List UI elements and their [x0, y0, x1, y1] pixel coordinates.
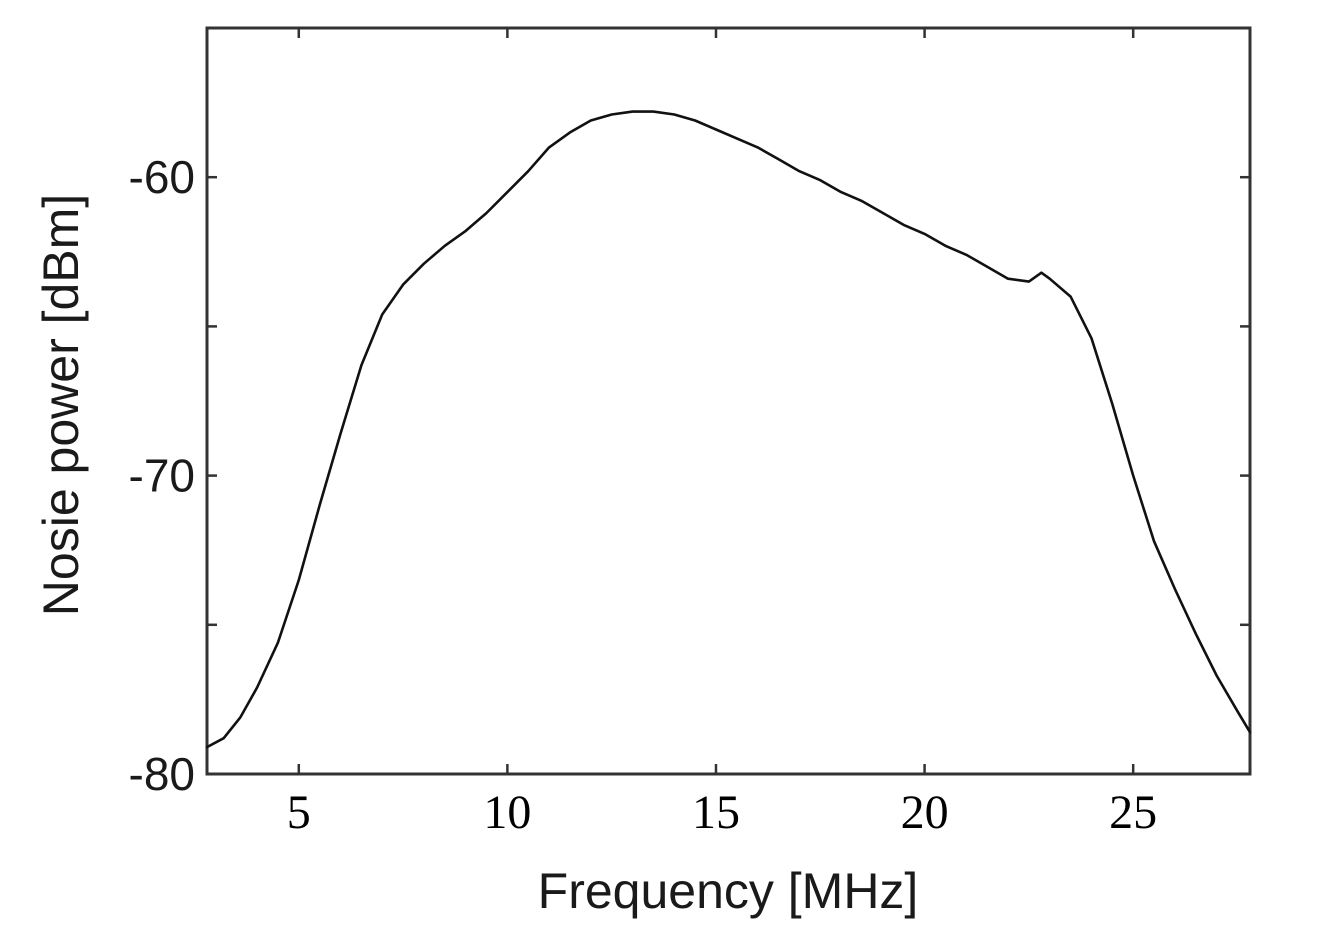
x-tick-label: 20	[901, 786, 949, 839]
y-tick-label: -80	[129, 748, 195, 800]
y-tick-label: -60	[129, 151, 195, 203]
plot-frame	[205, 26, 1252, 776]
x-tick-label: 25	[1109, 786, 1157, 839]
x-tick-label: 5	[287, 786, 311, 839]
x-tick-label: 10	[483, 786, 531, 839]
y-axis-label: Nosie power [dBm]	[33, 194, 89, 616]
x-ticks: 5 10 15 20 25	[287, 28, 1157, 839]
y-ticks: -80 -70 -60	[129, 26, 1250, 800]
x-axis-label: Frequency [MHz]	[538, 863, 919, 919]
noise-power-line	[205, 110, 1252, 749]
y-tick-label: -70	[129, 450, 195, 502]
x-tick-label: 15	[692, 786, 740, 839]
